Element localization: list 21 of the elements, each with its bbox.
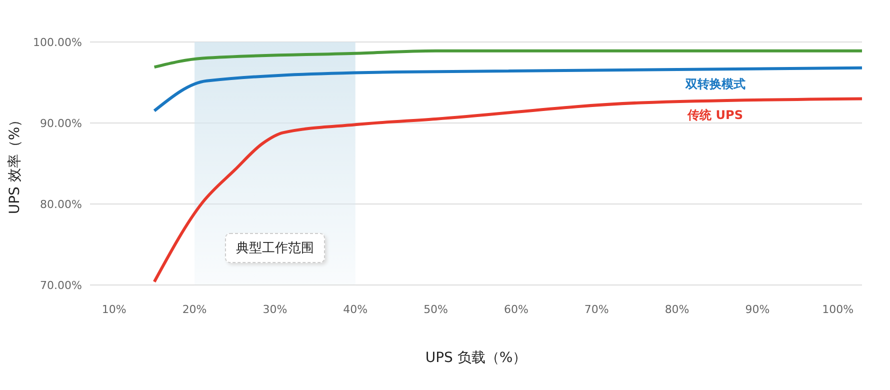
line-series [152, 97, 862, 284]
y-tick-label: 70.00% [40, 278, 82, 292]
x-tick-label: 20% [182, 302, 207, 316]
y-tick-label: 100.00% [33, 36, 82, 49]
x-tick-label: 50% [424, 302, 448, 316]
x-tick-label: 30% [262, 302, 288, 316]
x-tick-label: 70% [584, 302, 609, 316]
x-axis-title: UPS 负载（%） [425, 350, 527, 366]
series-label: 传统 UPS [688, 106, 743, 124]
x-tick-label: 40% [343, 302, 368, 316]
x-tick-label: 100% [822, 302, 854, 316]
y-tick-label: 90.00% [40, 116, 82, 130]
series-label: 双转换模式 [685, 76, 746, 93]
y-tick-label: 80.00% [40, 198, 82, 211]
x-tick-label: 60% [504, 302, 528, 316]
x-tick-label: 90% [745, 302, 770, 316]
x-tick-label: 80% [664, 302, 690, 316]
band-label: 典型工作范围 [224, 233, 325, 263]
y-axis-title: UPS 效率（%） [6, 112, 23, 214]
line-series [152, 49, 862, 69]
x-tick-label: 10% [102, 302, 126, 316]
